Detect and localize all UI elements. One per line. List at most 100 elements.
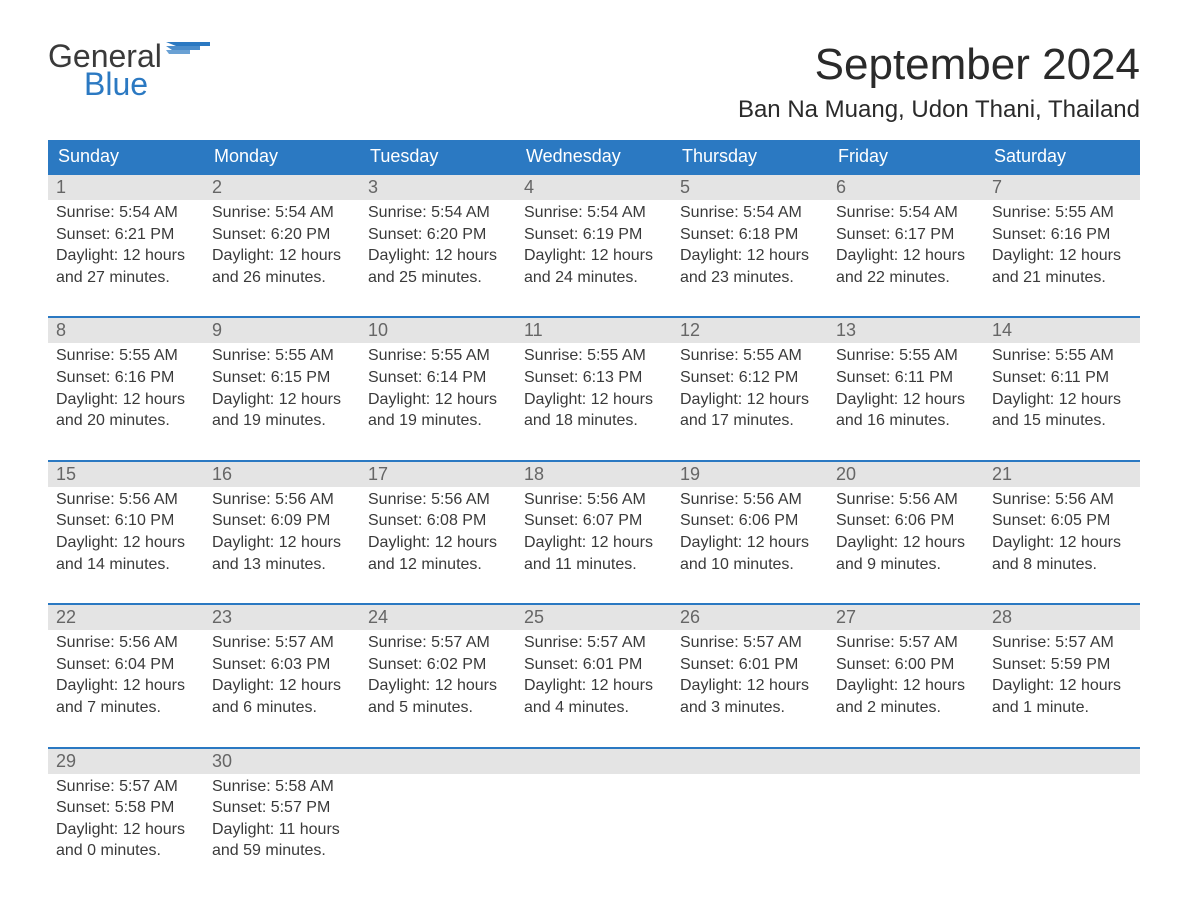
day-cell: 3 Sunrise: 5:54 AMSunset: 6:20 PMDaylight… <box>360 175 516 296</box>
day-cell: 30Sunrise: 5:58 AMSunset: 5:57 PMDayligh… <box>204 749 360 870</box>
daylight-line1: Daylight: 12 hours <box>680 532 820 554</box>
day-cell: 29Sunrise: 5:57 AMSunset: 5:58 PMDayligh… <box>48 749 204 870</box>
daylight-line2: and 26 minutes. <box>212 267 352 289</box>
sunset: Sunset: 6:08 PM <box>368 510 508 532</box>
daylight-line2: and 3 minutes. <box>680 697 820 719</box>
day-number: 4 <box>524 177 534 197</box>
day-cell: 21Sunrise: 5:56 AMSunset: 6:05 PMDayligh… <box>984 462 1140 583</box>
sunrise: Sunrise: 5:56 AM <box>56 632 196 654</box>
day-number: 5 <box>680 177 690 197</box>
day-body: Sunrise: 5:54 AMSunset: 6:18 PMDaylight:… <box>680 200 820 288</box>
day-cell: 2Sunrise: 5:54 AMSunset: 6:20 PMDaylight… <box>204 175 360 296</box>
day-cell: 14Sunrise: 5:55 AMSunset: 6:11 PMDayligh… <box>984 318 1140 439</box>
day-cell: 25Sunrise: 5:57 AMSunset: 6:01 PMDayligh… <box>516 605 672 726</box>
sunset: Sunset: 6:00 PM <box>836 654 976 676</box>
daylight-line2: and 13 minutes. <box>212 554 352 576</box>
day-body: Sunrise: 5:55 AMSunset: 6:13 PMDaylight:… <box>524 343 664 431</box>
sunset: Sunset: 6:19 PM <box>524 224 664 246</box>
daylight-line1: Daylight: 12 hours <box>56 245 196 267</box>
day-number <box>680 751 685 771</box>
day-cell: 6 Sunrise: 5:54 AMSunset: 6:17 PMDaylight… <box>828 175 984 296</box>
logo-flag-icon <box>166 42 210 67</box>
weekday-header-row: SundayMondayTuesdayWednesdayThursdayFrid… <box>48 140 1140 173</box>
day-cell: 5 Sunrise: 5:54 AMSunset: 6:18 PMDaylight… <box>672 175 828 296</box>
daylight-line2: and 23 minutes. <box>680 267 820 289</box>
day-number: 29 <box>56 751 76 771</box>
daylight-line1: Daylight: 12 hours <box>56 675 196 697</box>
daylight-line1: Daylight: 12 hours <box>212 532 352 554</box>
day-number-row: 18 <box>516 462 672 487</box>
day-body: Sunrise: 5:54 AMSunset: 6:20 PMDaylight:… <box>368 200 508 288</box>
daylight-line2: and 19 minutes. <box>368 410 508 432</box>
daylight-line1: Daylight: 12 hours <box>368 532 508 554</box>
sunrise: Sunrise: 5:55 AM <box>680 345 820 367</box>
sunset: Sunset: 6:14 PM <box>368 367 508 389</box>
day-body: Sunrise: 5:56 AMSunset: 6:06 PMDaylight:… <box>836 487 976 575</box>
sunrise: Sunrise: 5:55 AM <box>524 345 664 367</box>
day-cell: 23Sunrise: 5:57 AMSunset: 6:03 PMDayligh… <box>204 605 360 726</box>
day-body: Sunrise: 5:57 AMSunset: 6:02 PMDaylight:… <box>368 630 508 718</box>
day-cell: 4 Sunrise: 5:54 AMSunset: 6:19 PMDaylight… <box>516 175 672 296</box>
day-cell: 28Sunrise: 5:57 AMSunset: 5:59 PMDayligh… <box>984 605 1140 726</box>
day-cell: 24 Sunrise: 5:57 AMSunset: 6:02 PMDayligh… <box>360 605 516 726</box>
daylight-line1: Daylight: 12 hours <box>56 389 196 411</box>
sunset: Sunset: 6:16 PM <box>56 367 196 389</box>
sunrise: Sunrise: 5:56 AM <box>992 489 1132 511</box>
day-cell <box>516 749 672 870</box>
sunset: Sunset: 6:07 PM <box>524 510 664 532</box>
day-cell <box>360 749 516 870</box>
day-number-row: 10 <box>360 318 516 343</box>
day-number: 23 <box>212 607 232 627</box>
day-number: 24 <box>368 607 388 627</box>
daylight-line2: and 11 minutes. <box>524 554 664 576</box>
daylight-line2: and 19 minutes. <box>212 410 352 432</box>
day-number: 30 <box>212 751 232 771</box>
daylight-line2: and 18 minutes. <box>524 410 664 432</box>
daylight-line2: and 25 minutes. <box>368 267 508 289</box>
daylight-line2: and 10 minutes. <box>680 554 820 576</box>
daylight-line1: Daylight: 12 hours <box>368 675 508 697</box>
sunset: Sunset: 6:16 PM <box>992 224 1132 246</box>
day-number-row: 11 <box>516 318 672 343</box>
day-cell <box>672 749 828 870</box>
sunrise: Sunrise: 5:55 AM <box>212 345 352 367</box>
sunrise: Sunrise: 5:56 AM <box>212 489 352 511</box>
day-cell: 12Sunrise: 5:55 AMSunset: 6:12 PMDayligh… <box>672 318 828 439</box>
sunrise: Sunrise: 5:57 AM <box>212 632 352 654</box>
day-number-row: 7 <box>984 175 1140 200</box>
daylight-line1: Daylight: 12 hours <box>56 532 196 554</box>
day-number-row <box>516 749 672 774</box>
day-body: Sunrise: 5:54 AMSunset: 6:19 PMDaylight:… <box>524 200 664 288</box>
day-number <box>368 751 373 771</box>
day-body: Sunrise: 5:55 AMSunset: 6:16 PMDaylight:… <box>992 200 1132 288</box>
day-cell: 8Sunrise: 5:55 AMSunset: 6:16 PMDaylight… <box>48 318 204 439</box>
day-body: Sunrise: 5:54 AMSunset: 6:17 PMDaylight:… <box>836 200 976 288</box>
day-cell: 22Sunrise: 5:56 AMSunset: 6:04 PMDayligh… <box>48 605 204 726</box>
sunrise: Sunrise: 5:54 AM <box>368 202 508 224</box>
sunset: Sunset: 6:18 PM <box>680 224 820 246</box>
daylight-line2: and 20 minutes. <box>56 410 196 432</box>
weekday-header: Tuesday <box>360 140 516 173</box>
day-body: Sunrise: 5:55 AMSunset: 6:15 PMDaylight:… <box>212 343 352 431</box>
sunset: Sunset: 6:15 PM <box>212 367 352 389</box>
day-number: 6 <box>836 177 846 197</box>
header: General Blue September 2024 Ban Na Muang… <box>48 40 1140 124</box>
day-cell: 15Sunrise: 5:56 AMSunset: 6:10 PMDayligh… <box>48 462 204 583</box>
daylight-line2: and 17 minutes. <box>680 410 820 432</box>
day-number-row: 30 <box>204 749 360 774</box>
day-number: 11 <box>524 320 543 340</box>
day-cell: 27Sunrise: 5:57 AMSunset: 6:00 PMDayligh… <box>828 605 984 726</box>
day-number: 25 <box>524 607 544 627</box>
day-number-row: 25 <box>516 605 672 630</box>
day-number: 3 <box>368 177 378 197</box>
day-body: Sunrise: 5:56 AMSunset: 6:10 PMDaylight:… <box>56 487 196 575</box>
sunrise: Sunrise: 5:57 AM <box>56 776 196 798</box>
sunset: Sunset: 6:01 PM <box>680 654 820 676</box>
day-number: 7 <box>992 177 1002 197</box>
day-number-row: 16 <box>204 462 360 487</box>
day-cell: 11 Sunrise: 5:55 AMSunset: 6:13 PMDayligh… <box>516 318 672 439</box>
day-number: 12 <box>680 320 700 340</box>
day-number: 22 <box>56 607 76 627</box>
daylight-line2: and 16 minutes. <box>836 410 976 432</box>
day-body: Sunrise: 5:55 AMSunset: 6:11 PMDaylight:… <box>836 343 976 431</box>
